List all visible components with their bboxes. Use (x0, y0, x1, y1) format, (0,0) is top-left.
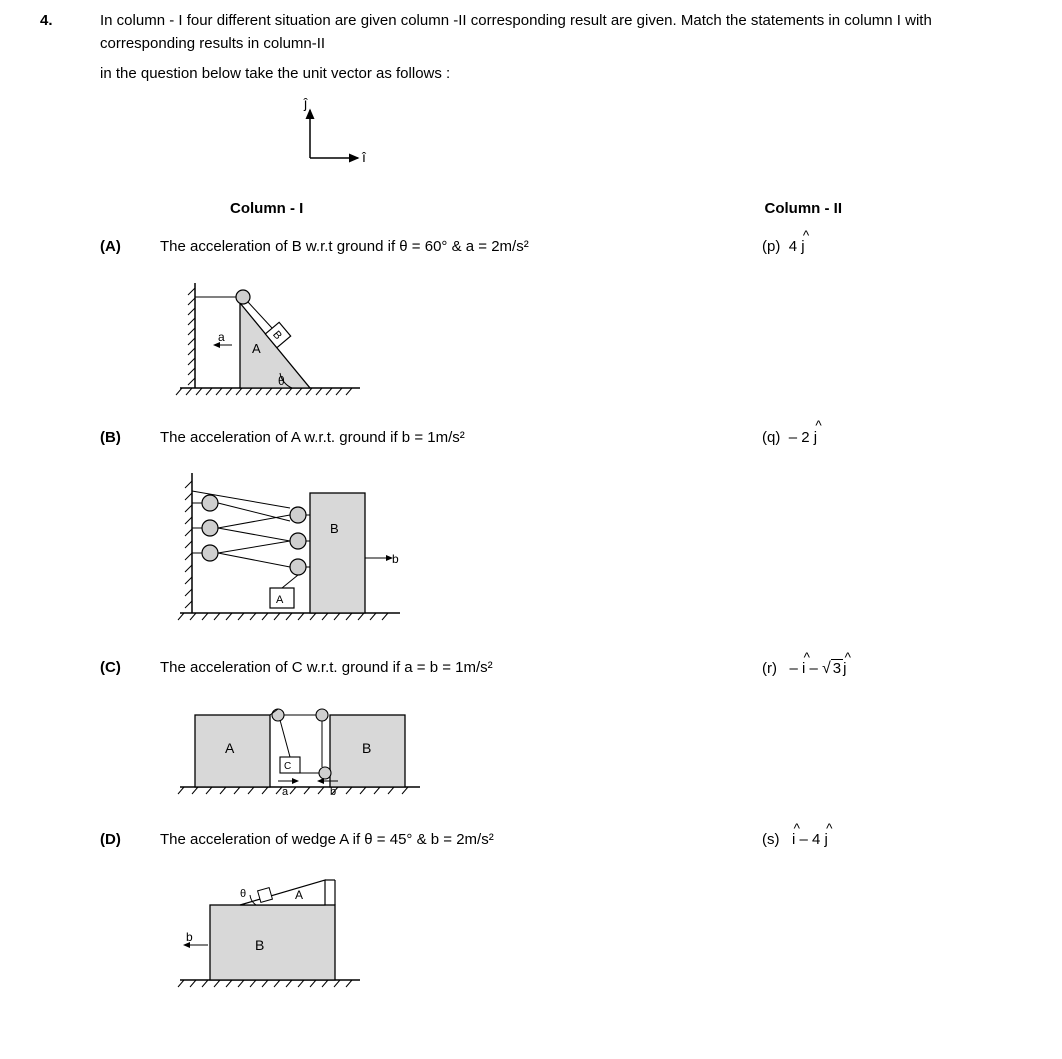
svg-text:B: B (330, 521, 339, 536)
item-c-text: The acceleration of C w.r.t. ground if a… (160, 657, 762, 680)
item-row-c: (C) The acceleration of C w.r.t. ground … (100, 657, 1022, 681)
intro-line-1: In column - I four different situation a… (100, 10, 1022, 55)
item-a-result: (p) 4 j (762, 236, 1022, 259)
svg-text:b: b (186, 930, 193, 944)
question-number: 4. (40, 10, 100, 1019)
result-s-label: (s) (762, 831, 780, 848)
item-c-result: (r) – i – √3j (762, 657, 1022, 681)
result-q-expr: – 2 j (789, 429, 817, 446)
svg-text:B: B (255, 937, 264, 953)
result-p-label: (p) (762, 238, 780, 255)
figA-A-label: A (252, 341, 261, 356)
figure-c: A B C (170, 695, 1022, 805)
svg-text:B: B (362, 740, 371, 756)
svg-text:A: A (295, 888, 303, 902)
column-2-header: Column - II (765, 198, 843, 221)
svg-text:a: a (282, 786, 289, 798)
intro-line-2: in the question below take the unit vect… (100, 63, 1022, 86)
item-d-text: The acceleration of wedge A if θ = 45° &… (160, 829, 762, 852)
svg-text:A: A (225, 740, 235, 756)
result-r-expr: – i – √3j (785, 660, 846, 677)
item-a-label: (A) (100, 236, 160, 259)
item-row-a: (A) The acceleration of B w.r.t ground i… (100, 236, 1022, 259)
svg-text:ĵ: ĵ (303, 98, 308, 111)
svg-text:θ: θ (278, 374, 285, 388)
svg-text:C: C (284, 761, 291, 772)
unit-vector-diagram: ĵ î (290, 98, 1022, 178)
item-row-b: (B) The acceleration of A w.r.t. ground … (100, 427, 1022, 450)
column-1-header: Column - I (230, 198, 303, 221)
result-p-expr: 4 j (789, 238, 805, 255)
item-row-d: (D) The acceleration of wedge A if θ = 4… (100, 829, 1022, 852)
item-c-label: (C) (100, 657, 160, 680)
item-b-label: (B) (100, 427, 160, 450)
result-s-expr: i – 4 j (788, 831, 828, 848)
item-a-text: The acceleration of B w.r.t ground if θ … (160, 236, 762, 259)
item-d-label: (D) (100, 829, 160, 852)
figure-a: A B a θ (170, 273, 1022, 403)
item-d-result: (s) i – 4 j (762, 829, 1022, 852)
question-body: In column - I four different situation a… (100, 10, 1022, 1019)
svg-text:b: b (330, 786, 336, 798)
result-r-label: (r) (762, 660, 777, 677)
svg-text:a: a (218, 330, 225, 344)
svg-text:î: î (361, 149, 367, 165)
item-b-text: The acceleration of A w.r.t. ground if b… (160, 427, 762, 450)
figure-b: B A (170, 463, 1022, 633)
result-q-label: (q) (762, 429, 780, 446)
svg-text:b: b (392, 552, 399, 566)
svg-text:A: A (276, 594, 284, 606)
svg-text:θ: θ (240, 888, 246, 900)
item-b-result: (q) – 2 j (762, 427, 1022, 450)
figure-d: B A θ b (170, 865, 1022, 995)
